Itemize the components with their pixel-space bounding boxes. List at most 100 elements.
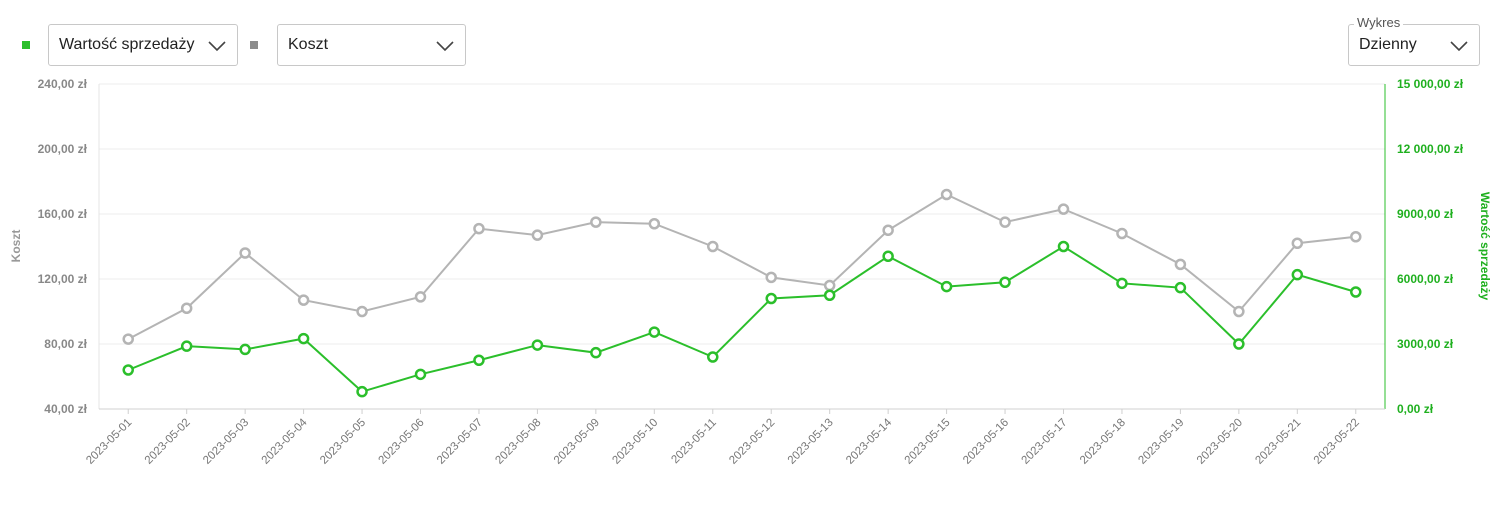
- data-point[interactable]: [648, 326, 661, 338]
- left-tick-label: 80,00 zł: [44, 337, 87, 351]
- data-point[interactable]: [297, 332, 310, 345]
- data-point[interactable]: [1350, 231, 1362, 243]
- data-point[interactable]: [356, 385, 368, 398]
- data-point[interactable]: [1116, 227, 1128, 240]
- data-point[interactable]: [180, 340, 193, 352]
- data-point[interactable]: [940, 280, 953, 293]
- data-point[interactable]: [940, 188, 953, 201]
- left-tick-label: 240,00 zł: [38, 77, 88, 91]
- data-point[interactable]: [882, 224, 894, 236]
- x-tick-label: 2023-05-19: [1136, 417, 1186, 467]
- x-tick-label: 2023-05-03: [201, 417, 251, 467]
- data-point[interactable]: [1350, 286, 1362, 298]
- left-tick-label: 40,00 zł: [44, 402, 87, 416]
- data-point[interactable]: [882, 250, 894, 262]
- series-line-1: [127, 245, 1357, 393]
- x-tick-label: 2023-05-10: [610, 417, 660, 467]
- right-tick-label: 15 000,00 zł: [1397, 77, 1464, 91]
- left-axis-ticks: 40,00 zł 80,00 zł 120,00 zł 160,00 zł 200,00…: [38, 77, 88, 416]
- left-tick-label: 120,00 zł: [38, 272, 88, 286]
- right-tick-label: 12 000,00 zł: [1397, 142, 1464, 156]
- chevron-down-icon: [208, 41, 226, 52]
- x-tick-label: 2023-05-07: [435, 417, 485, 467]
- data-point[interactable]: [473, 222, 485, 235]
- data-point[interactable]: [765, 292, 777, 305]
- data-point[interactable]: [356, 305, 368, 318]
- x-tick-label: 2023-05-04: [260, 416, 311, 467]
- series1-select[interactable]: Wartość sprzedaży: [48, 24, 238, 66]
- data-point[interactable]: [590, 216, 602, 228]
- data-point[interactable]: [765, 271, 777, 284]
- x-tick-label: 2023-05-22: [1312, 417, 1362, 467]
- x-tick-label: 2023-05-18: [1078, 417, 1128, 467]
- data-point[interactable]: [1233, 305, 1245, 318]
- x-tick-label: 2023-05-06: [377, 417, 427, 467]
- series1-legend-marker: [22, 41, 30, 49]
- right-axis-label: Wartość sprzedaży: [1478, 192, 1492, 301]
- data-point[interactable]: [531, 339, 544, 351]
- data-point[interactable]: [1174, 258, 1187, 271]
- data-point[interactable]: [297, 294, 310, 306]
- right-axis-ticks: 0,00 zł 3000,00 zł 6000,00 zł 9000,00 zł 12 …: [1397, 77, 1464, 416]
- chart-type-legend: Wykres: [1354, 15, 1404, 30]
- x-tick-label: 2023-05-20: [1195, 417, 1245, 467]
- data-point[interactable]: [1174, 281, 1187, 294]
- data-point[interactable]: [648, 218, 661, 230]
- data-point[interactable]: [122, 333, 134, 345]
- data-point[interactable]: [1057, 240, 1070, 253]
- data-point[interactable]: [122, 364, 134, 376]
- x-tick-label: 2023-05-13: [786, 417, 836, 467]
- series2-select[interactable]: Koszt: [277, 24, 466, 66]
- series1-select-value: Wartość sprzedaży: [59, 36, 195, 53]
- x-tick-label: 2023-05-05: [318, 417, 368, 467]
- data-point[interactable]: [239, 343, 251, 356]
- data-point[interactable]: [823, 279, 836, 292]
- chart-type-select-value: Dzienny: [1359, 36, 1417, 53]
- data-point[interactable]: [823, 289, 836, 301]
- left-tick-label: 160,00 zł: [38, 207, 88, 221]
- data-point[interactable]: [414, 291, 427, 303]
- data-point[interactable]: [473, 354, 485, 366]
- right-tick-label: 9000,00 zł: [1397, 207, 1454, 221]
- data-point[interactable]: [1233, 338, 1245, 350]
- data-point[interactable]: [414, 368, 427, 381]
- x-tick-label: 2023-05-11: [669, 417, 718, 466]
- series-layer: [122, 188, 1362, 398]
- data-point[interactable]: [1116, 277, 1128, 290]
- x-tick-label: 2023-05-15: [903, 417, 953, 467]
- right-tick-label: 0,00 zł: [1397, 402, 1434, 416]
- right-tick-label: 3000,00 zł: [1397, 337, 1454, 351]
- x-tick-label: 2023-05-21: [1253, 417, 1303, 467]
- data-point[interactable]: [1291, 237, 1304, 249]
- x-tick-label: 2023-05-12: [727, 417, 777, 467]
- chart-type-select[interactable]: Dzienny: [1348, 24, 1480, 66]
- left-tick-label: 200,00 zł: [38, 142, 88, 156]
- data-point[interactable]: [239, 247, 251, 259]
- data-point[interactable]: [999, 216, 1011, 228]
- x-tick-label: 2023-05-16: [961, 417, 1011, 467]
- left-axis-label: Koszt: [9, 230, 23, 263]
- x-tick-label: 2023-05-09: [552, 417, 602, 467]
- data-point[interactable]: [999, 276, 1011, 288]
- x-tick-label: 2023-05-01: [84, 417, 134, 467]
- x-axis-ticks: 2023-05-01 2023-05-02 2023-05-03 2023-05-04…: [84, 409, 1362, 467]
- data-point[interactable]: [1057, 203, 1070, 215]
- series2-select-value: Koszt: [288, 36, 329, 53]
- data-point[interactable]: [180, 302, 193, 314]
- x-tick-label: 2023-05-02: [143, 417, 193, 467]
- x-tick-label: 2023-05-14: [844, 416, 895, 467]
- data-point[interactable]: [590, 346, 602, 359]
- chevron-down-icon: [436, 41, 454, 52]
- series-line-0: [127, 193, 1356, 341]
- data-point[interactable]: [707, 351, 719, 363]
- series2-legend-marker: [250, 41, 258, 49]
- right-tick-label: 6000,00 zł: [1397, 272, 1454, 286]
- data-point[interactable]: [1291, 268, 1304, 281]
- x-tick-label: 2023-05-17: [1020, 417, 1070, 467]
- data-point[interactable]: [531, 229, 544, 241]
- data-point[interactable]: [707, 240, 719, 253]
- grid-lines: [99, 83, 1385, 345]
- chevron-down-icon: [1450, 41, 1468, 52]
- x-tick-label: 2023-05-08: [493, 417, 543, 467]
